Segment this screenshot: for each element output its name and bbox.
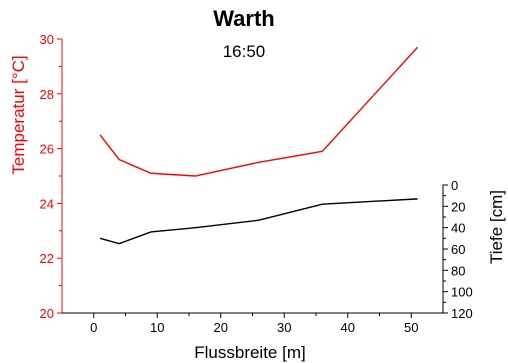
chart-subtitle: 16:50: [223, 42, 266, 61]
x-tick-label: 30: [277, 320, 291, 335]
right-tick-label: 120: [451, 306, 473, 321]
chart-title: Warth: [213, 6, 275, 31]
x-axis-title: Flussbreite [m]: [194, 343, 305, 362]
left-tick-label: 24: [40, 196, 54, 211]
right-tick-label: 0: [451, 178, 458, 193]
right-axis-title: Tiefe [cm]: [487, 190, 506, 264]
right-tick-label: 60: [451, 242, 465, 257]
depth-series-line: [99, 198, 418, 245]
x-tick-label: 50: [404, 320, 418, 335]
left-tick-label: 20: [40, 306, 54, 321]
right-tick-label: 20: [451, 199, 465, 214]
x-tick-label: 20: [214, 320, 228, 335]
right-tick-label: 40: [451, 221, 465, 236]
left-tick-label: 26: [40, 142, 54, 157]
left-tick-label: 30: [40, 32, 54, 47]
left-axis-title: Temperatur [°C]: [9, 55, 28, 174]
left-tick-label: 22: [40, 251, 54, 266]
x-tick-label: 0: [90, 320, 97, 335]
chart-marks: 0 10 20 30 40 50 20 22 24 26 28 30 0 20 40 60 80 100 120: [40, 32, 473, 335]
x-tick-label: 10: [150, 320, 164, 335]
x-tick-label: 40: [341, 320, 355, 335]
left-tick-label: 28: [40, 87, 54, 102]
right-tick-label: 100: [451, 285, 473, 300]
temperature-series-line: [99, 46, 419, 177]
right-tick-label: 80: [451, 263, 465, 278]
